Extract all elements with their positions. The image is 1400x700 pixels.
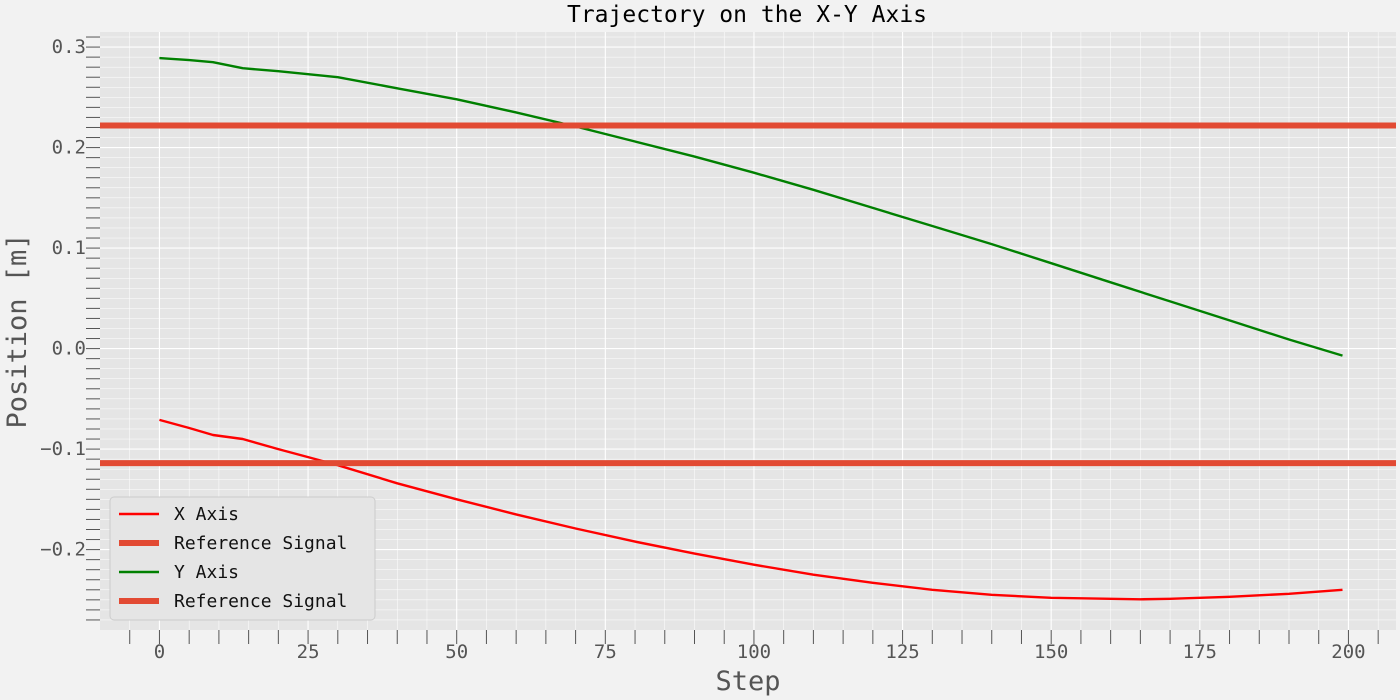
x-tick-label: 175 xyxy=(1183,641,1217,663)
y-axis-label: Position [m] xyxy=(2,233,33,428)
x-axis-line xyxy=(159,418,1343,601)
y-tick-label: 0.3 xyxy=(52,36,86,58)
y-tick-label: 0.1 xyxy=(52,237,86,259)
y-axis-line xyxy=(159,56,1343,357)
series-layer xyxy=(100,56,1396,601)
y-tick-label: −0.2 xyxy=(40,539,86,561)
tick-labels: 0 25 50 75 100 125 150 175 200 0.3 0.2 0.1 0.0 −0.1 −0… xyxy=(40,36,1365,663)
legend-box xyxy=(109,496,376,621)
x-tick-label: 75 xyxy=(594,641,617,663)
y-tick-label: 0.0 xyxy=(52,338,86,360)
x-axis-label: Step xyxy=(715,666,780,697)
x-tick-label: 0 xyxy=(154,641,165,663)
x-tick-label: 50 xyxy=(445,641,468,663)
chart-title: Trajectory on the X-Y Axis xyxy=(567,2,927,28)
legend-label-x-axis: X Axis xyxy=(174,504,239,525)
x-tick-label: 100 xyxy=(737,641,771,663)
legend-label-y-axis: Y Axis xyxy=(174,562,239,583)
legend-label-reference-signal: Reference Signal xyxy=(174,533,347,554)
axis-ticks xyxy=(86,36,1379,644)
y-tick-label: 0.2 xyxy=(52,137,86,159)
x-tick-label: 150 xyxy=(1034,641,1068,663)
legend: X Axis Reference Signal Y Axis Reference Si… xyxy=(109,496,376,621)
x-tick-label: 125 xyxy=(885,641,919,663)
legend-label-reference-signal: Reference Signal xyxy=(174,591,347,612)
x-tick-label: 200 xyxy=(1331,641,1365,663)
x-tick-label: 25 xyxy=(297,641,320,663)
y-tick-label: −0.1 xyxy=(40,438,86,460)
